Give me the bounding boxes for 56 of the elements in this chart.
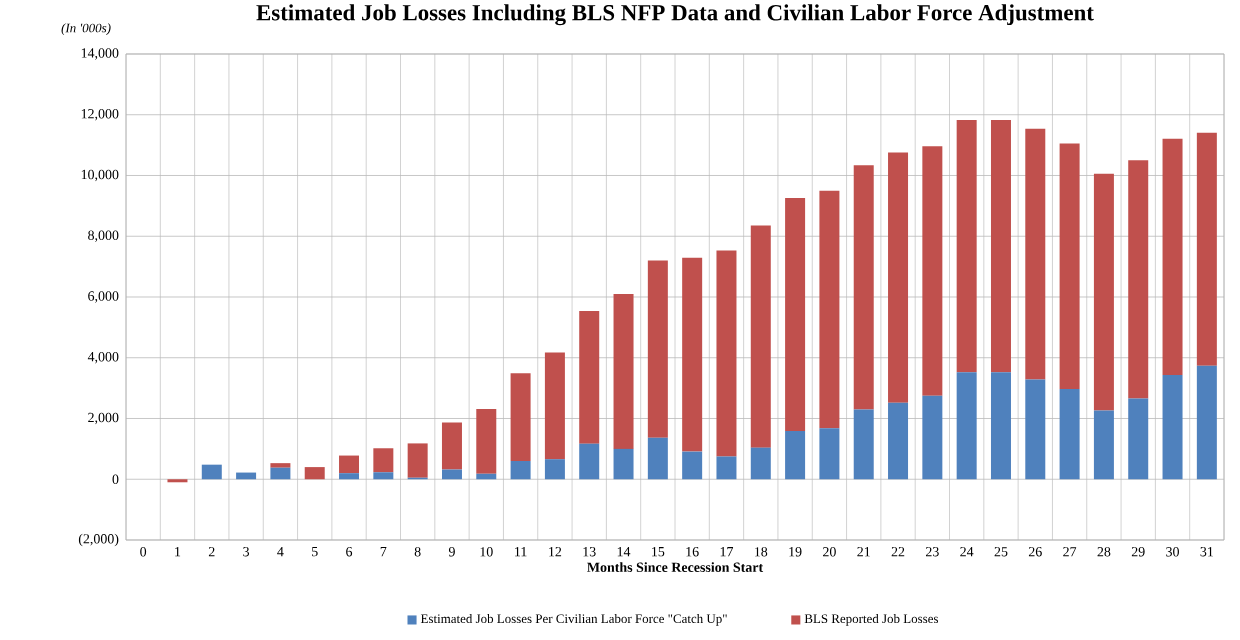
bar xyxy=(373,448,394,473)
bar xyxy=(441,469,462,480)
bar xyxy=(716,250,737,457)
bar xyxy=(716,456,737,480)
bar xyxy=(922,395,943,480)
bar xyxy=(544,459,565,480)
bar xyxy=(990,119,1011,373)
bar xyxy=(922,146,943,396)
bar xyxy=(750,447,771,480)
bar xyxy=(682,451,703,480)
bar xyxy=(888,402,909,480)
bar xyxy=(613,448,634,480)
bar xyxy=(1025,379,1046,480)
bar xyxy=(956,119,977,373)
bar xyxy=(407,443,428,478)
bar xyxy=(1093,410,1114,480)
bar xyxy=(1025,128,1046,380)
bar xyxy=(441,422,462,470)
bar xyxy=(819,190,840,429)
bar xyxy=(544,352,565,460)
bar xyxy=(1059,389,1080,480)
bar xyxy=(785,197,806,431)
bar xyxy=(510,373,531,462)
bar xyxy=(853,409,874,480)
bar xyxy=(339,455,360,474)
bar xyxy=(1196,365,1217,480)
bar xyxy=(579,310,600,444)
bar xyxy=(236,472,257,480)
bar xyxy=(1196,132,1217,366)
bar xyxy=(510,461,531,480)
bar xyxy=(304,467,325,480)
bar xyxy=(853,165,874,410)
bar xyxy=(1093,173,1114,411)
chart-title: Estimated Job Losses Including BLS NFP Data and Civilian Labor Force Adjustment xyxy=(256,4,1094,26)
bar xyxy=(647,437,668,480)
bar xyxy=(682,257,703,452)
bar xyxy=(476,409,497,474)
bar xyxy=(270,467,291,480)
bar xyxy=(1128,160,1149,399)
bar xyxy=(373,472,394,480)
bar xyxy=(476,473,497,480)
bar xyxy=(750,225,771,448)
bar xyxy=(339,473,360,480)
bar xyxy=(888,152,909,403)
bar xyxy=(990,372,1011,480)
bar xyxy=(1162,138,1183,376)
bar xyxy=(579,443,600,480)
bar xyxy=(201,464,222,480)
bar xyxy=(1128,398,1149,480)
bar xyxy=(785,430,806,480)
bar xyxy=(647,260,668,438)
bar xyxy=(1059,143,1080,390)
bar xyxy=(613,293,634,449)
bar xyxy=(819,428,840,480)
bar xyxy=(1162,375,1183,480)
bar xyxy=(956,372,977,480)
